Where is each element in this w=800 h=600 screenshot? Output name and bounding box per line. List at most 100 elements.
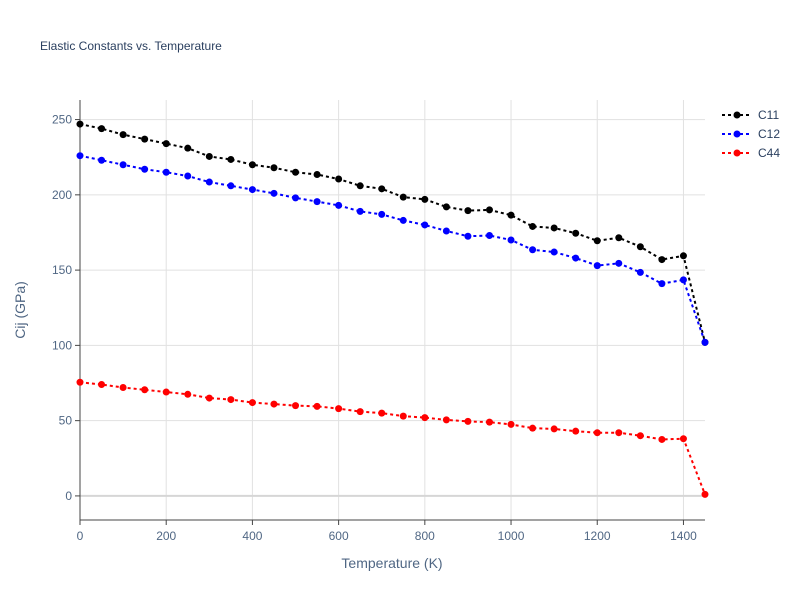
data-point (184, 144, 192, 152)
data-point (572, 229, 580, 237)
legend-swatch-marker (733, 149, 741, 157)
data-point (248, 186, 256, 194)
data-point (270, 164, 278, 172)
data-point (162, 388, 170, 396)
data-point (399, 193, 407, 201)
data-point (593, 429, 601, 437)
data-point (227, 155, 235, 163)
data-point (529, 246, 537, 254)
x-tick-label: 0 (77, 529, 84, 543)
y-tick-label: 250 (52, 113, 72, 127)
data-point (248, 399, 256, 407)
data-point (356, 182, 364, 190)
data-point (485, 231, 493, 239)
data-point (442, 416, 450, 424)
legend-swatch-marker (733, 130, 741, 138)
data-point (335, 405, 343, 413)
series-line (79, 123, 706, 343)
data-point (378, 409, 386, 417)
legend-swatch-marker (733, 111, 741, 119)
data-point (141, 165, 149, 173)
data-point (141, 386, 149, 394)
data-point (76, 120, 84, 128)
data-point (701, 490, 709, 498)
data-point (119, 384, 127, 392)
data-point (292, 194, 300, 202)
data-point (507, 420, 515, 428)
legend-label: C44 (758, 146, 780, 160)
data-point (119, 161, 127, 169)
x-gridlines (165, 100, 684, 520)
data-point (184, 390, 192, 398)
data-point (636, 432, 644, 440)
data-point (658, 280, 666, 288)
data-point (399, 412, 407, 420)
data-point (227, 182, 235, 190)
data-point (593, 237, 601, 245)
data-point (464, 207, 472, 215)
series-c12 (76, 152, 709, 346)
x-axis-ticks: 0 200 400 600 800 1000 1200 1400 (77, 520, 697, 543)
data-point (485, 206, 493, 214)
data-point (550, 248, 558, 256)
data-point (270, 189, 278, 197)
data-point (313, 402, 321, 410)
data-point (378, 185, 386, 193)
data-point (679, 435, 687, 443)
data-point (184, 172, 192, 180)
data-point (356, 408, 364, 416)
data-point (529, 424, 537, 432)
y-axis-ticks: 0 50 100 150 200 250 (52, 113, 80, 503)
y-tick-label: 50 (59, 414, 73, 428)
data-point (507, 236, 515, 244)
data-point (636, 268, 644, 276)
data-point (442, 203, 450, 211)
data-point (76, 378, 84, 386)
data-point (550, 425, 558, 433)
data-point (313, 171, 321, 179)
series-layer (76, 120, 709, 498)
chart-title: Elastic Constants vs. Temperature (40, 39, 222, 53)
x-tick-label: 800 (415, 529, 435, 543)
data-point (658, 435, 666, 443)
data-point (313, 198, 321, 206)
data-point (119, 131, 127, 139)
y-gridlines (80, 119, 705, 422)
data-point (76, 152, 84, 160)
data-point (205, 178, 213, 186)
data-point (679, 276, 687, 284)
data-point (615, 259, 623, 267)
data-point (442, 227, 450, 235)
data-point (98, 381, 106, 389)
data-point (248, 161, 256, 169)
data-point (205, 394, 213, 402)
y-tick-label: 200 (52, 188, 72, 202)
data-point (98, 125, 106, 133)
data-point (162, 168, 170, 176)
data-point (615, 429, 623, 437)
legend-item-c44[interactable]: C44 (722, 146, 780, 160)
legend-item-c12[interactable]: C12 (722, 127, 780, 141)
y-axis-label: Cij (GPa) (12, 281, 28, 339)
data-point (399, 216, 407, 224)
data-point (335, 201, 343, 209)
x-tick-label: 1400 (670, 529, 697, 543)
data-point (593, 262, 601, 270)
data-point (270, 400, 278, 408)
data-point (636, 243, 644, 251)
series-c11 (76, 120, 709, 346)
data-point (421, 195, 429, 203)
data-point (464, 232, 472, 240)
data-point (464, 417, 472, 425)
legend-item-c11[interactable]: C11 (722, 108, 779, 122)
x-tick-label: 600 (329, 529, 349, 543)
series-line (79, 381, 706, 495)
data-point (421, 414, 429, 422)
data-point (572, 427, 580, 435)
x-tick-label: 1000 (498, 529, 525, 543)
data-point (679, 252, 687, 260)
data-point (98, 156, 106, 164)
data-point (356, 207, 364, 215)
data-point (485, 418, 493, 426)
